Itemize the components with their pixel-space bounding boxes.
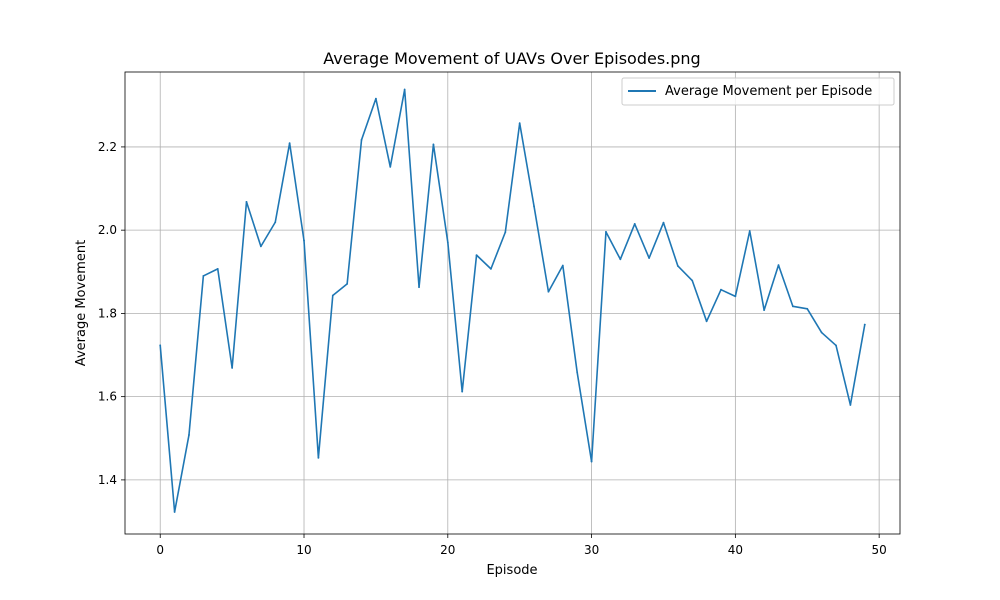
y-tick-label-2: 1.8 xyxy=(98,306,117,320)
y-axis-label: Average Movement xyxy=(74,240,89,366)
legend-label: Average Movement per Episode xyxy=(665,84,872,99)
grid-lines xyxy=(125,72,900,534)
data-point-0-19 xyxy=(432,143,435,146)
data-point-0-23 xyxy=(490,267,492,270)
legend: Average Movement per Episode xyxy=(621,77,895,106)
data-point-0-37 xyxy=(691,279,694,282)
data-point-0-42 xyxy=(763,309,766,311)
data-point-0-43 xyxy=(777,264,780,267)
series-line-0 xyxy=(159,88,866,513)
data-point-0-31 xyxy=(605,230,607,233)
data-point-0-21 xyxy=(461,390,464,393)
x-tick-label-20: 20 xyxy=(440,543,455,557)
data-point-0-28 xyxy=(561,264,564,267)
data-point-0-0 xyxy=(159,344,162,347)
data-point-0-16 xyxy=(389,166,392,168)
x-tick-label-40: 40 xyxy=(728,543,743,557)
x-tick-label-30: 30 xyxy=(584,543,599,557)
data-point-0-47 xyxy=(835,344,837,347)
data-point-0-3 xyxy=(202,275,205,277)
data-point-0-48 xyxy=(849,404,852,406)
data-point-0-39 xyxy=(720,288,722,291)
data-point-0-6 xyxy=(245,200,248,203)
data-point-0-25 xyxy=(518,122,521,125)
series-layer xyxy=(159,88,866,513)
data-point-0-27 xyxy=(547,290,550,293)
y-axis-ticks: 1.4 1.6 1.8 2.0 2.2 xyxy=(98,140,125,487)
data-point-0-11 xyxy=(317,456,320,459)
data-point-0-35 xyxy=(662,221,665,224)
x-axis-ticks: 0 10 20 30 40 50 xyxy=(156,534,887,557)
data-point-0-40 xyxy=(734,295,737,298)
data-point-0-10 xyxy=(303,239,305,242)
x-tick-label-50: 50 xyxy=(872,543,887,557)
chart-title: Average Movement of UAVs Over Episodes.p… xyxy=(323,49,700,68)
plot-area-frame xyxy=(124,71,901,535)
data-point-0-36 xyxy=(676,265,679,267)
data-point-0-17 xyxy=(403,88,406,91)
data-point-0-9 xyxy=(288,142,291,145)
data-point-0-32 xyxy=(619,258,622,261)
data-point-0-38 xyxy=(705,320,708,323)
data-point-0-2 xyxy=(188,434,190,436)
data-point-0-4 xyxy=(216,267,219,270)
data-point-0-18 xyxy=(418,286,420,289)
data-point-0-45 xyxy=(806,307,809,310)
x-tick-label-0: 0 xyxy=(156,543,164,557)
x-tick-label-10: 10 xyxy=(296,543,311,557)
legend-box xyxy=(621,77,895,106)
y-tick-label-4: 2.2 xyxy=(98,140,117,154)
data-point-0-46 xyxy=(820,331,823,334)
data-point-0-14 xyxy=(360,138,363,141)
data-point-0-34 xyxy=(648,257,650,259)
data-point-0-12 xyxy=(331,294,334,297)
data-point-0-20 xyxy=(446,241,449,244)
data-point-0-5 xyxy=(231,367,234,369)
data-point-0-7 xyxy=(259,245,262,248)
data-point-0-49 xyxy=(863,323,866,326)
data-point-0-33 xyxy=(633,223,636,225)
data-point-0-13 xyxy=(346,282,349,285)
data-point-0-8 xyxy=(274,221,277,224)
data-point-0-44 xyxy=(791,305,794,308)
data-point-0-26 xyxy=(533,205,535,208)
data-point-0-29 xyxy=(576,371,579,374)
data-point-0-22 xyxy=(475,254,478,257)
data-point-0-15 xyxy=(375,97,377,100)
data-point-0-1 xyxy=(173,511,176,513)
y-tick-label-1: 1.6 xyxy=(98,390,117,404)
data-point-0-41 xyxy=(748,230,751,232)
data-point-0-24 xyxy=(504,231,507,234)
y-tick-label-3: 2.0 xyxy=(98,223,117,237)
data-point-0-30 xyxy=(590,460,593,463)
y-tick-label-0: 1.4 xyxy=(98,473,117,487)
x-axis-label: Episode xyxy=(486,563,537,578)
